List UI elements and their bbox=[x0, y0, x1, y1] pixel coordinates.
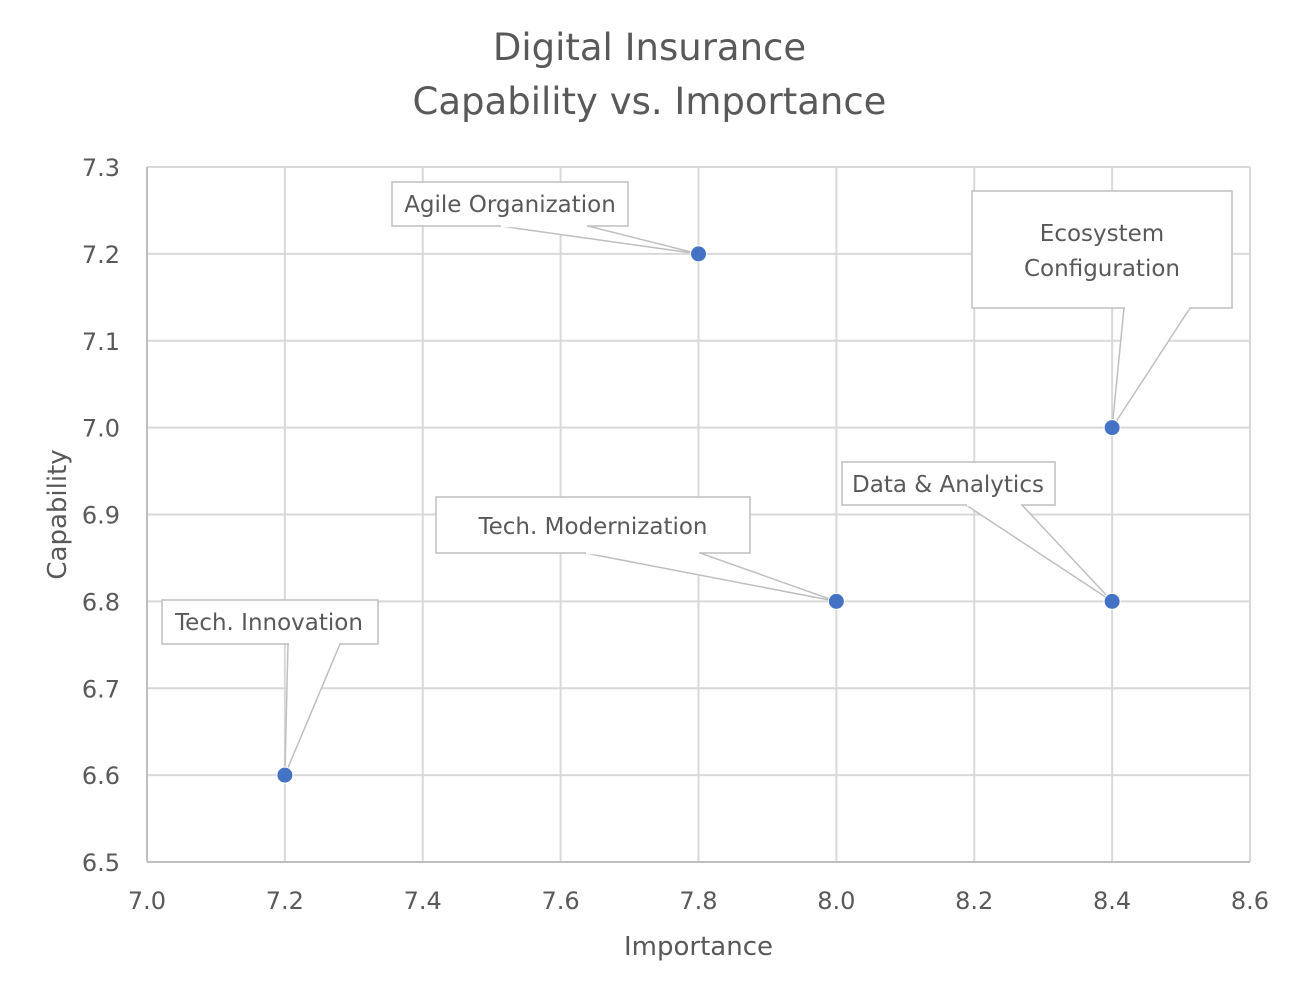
x-tick-label: 7.2 bbox=[266, 887, 304, 915]
callout-box bbox=[841, 461, 1056, 506]
data-point bbox=[1103, 592, 1121, 610]
callout-box bbox=[435, 496, 751, 554]
x-tick-label: 7.8 bbox=[679, 887, 717, 915]
x-tick-label: 7.6 bbox=[542, 887, 580, 915]
callout-leader bbox=[284, 643, 342, 776]
data-label: Agile Organization bbox=[404, 192, 616, 218]
y-tick-label: 6.8 bbox=[82, 588, 120, 616]
y-tick-label: 6.6 bbox=[82, 762, 120, 790]
x-axis-label: Importance bbox=[624, 932, 773, 962]
x-tick-label: 8.4 bbox=[1093, 887, 1131, 915]
callout-box bbox=[161, 599, 379, 645]
y-tick-label: 7.2 bbox=[82, 241, 120, 269]
x-tick-label: 8.0 bbox=[817, 887, 855, 915]
x-tick-label: 7.4 bbox=[404, 887, 442, 915]
callout-leader bbox=[499, 225, 699, 255]
y-tick-label: 6.5 bbox=[82, 849, 120, 877]
y-tick-label: 6.7 bbox=[82, 675, 120, 703]
y-tick-label: 7.1 bbox=[82, 328, 120, 356]
data-label: Tech. Innovation bbox=[174, 610, 363, 636]
y-axis-label: Capability bbox=[43, 449, 73, 579]
y-tick-label: 7.3 bbox=[82, 154, 120, 182]
chart-title-line-1: Digital Insurance bbox=[492, 26, 807, 69]
x-tick-label: 7.0 bbox=[128, 887, 166, 915]
y-tick-label: 7.0 bbox=[82, 415, 120, 443]
callout-leader bbox=[1111, 307, 1192, 429]
callout-leader bbox=[584, 552, 837, 603]
data-label: Ecosystem Configuration bbox=[1024, 221, 1180, 282]
data-point bbox=[827, 592, 845, 610]
data-label: Tech. Modernization bbox=[477, 514, 707, 540]
callout-box bbox=[971, 190, 1233, 309]
chart-title-line-2: Capability vs. Importance bbox=[412, 80, 887, 123]
data-point bbox=[1103, 419, 1121, 437]
data-point bbox=[276, 766, 294, 784]
x-tick-label: 8.2 bbox=[955, 887, 993, 915]
callout-leader bbox=[963, 504, 1113, 603]
data-point bbox=[690, 245, 707, 263]
data-label: Data & Analytics bbox=[852, 472, 1044, 498]
y-tick-label: 6.9 bbox=[82, 502, 120, 530]
x-tick-label: 8.6 bbox=[1231, 887, 1269, 915]
